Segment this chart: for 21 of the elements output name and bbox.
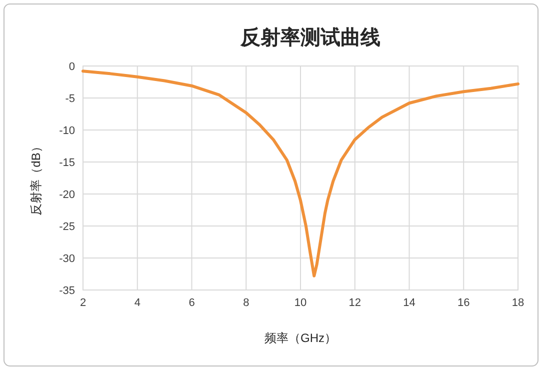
chart-title: 反射率测试曲线 bbox=[240, 26, 380, 49]
y-axis-title: 反射率（dB） bbox=[29, 140, 43, 216]
y-tick-label: -10 bbox=[59, 125, 75, 137]
x-tick-label: 18 bbox=[512, 297, 524, 309]
x-tick-label: 10 bbox=[294, 297, 307, 309]
x-tick-label: 2 bbox=[80, 297, 86, 309]
x-tick-label: 16 bbox=[458, 297, 470, 309]
x-tick-label: 6 bbox=[188, 297, 195, 309]
y-tick-label: -20 bbox=[59, 189, 75, 201]
y-tick-label: 0 bbox=[68, 61, 75, 73]
y-tick-label: -35 bbox=[59, 285, 75, 297]
y-tick-label: -5 bbox=[65, 93, 75, 105]
x-tick-label: 14 bbox=[403, 297, 416, 309]
y-tick-label: -25 bbox=[59, 221, 75, 233]
y-tick-label: -30 bbox=[59, 253, 75, 265]
x-tick-label: 4 bbox=[134, 297, 140, 309]
line-series bbox=[82, 70, 520, 278]
y-tick-label: -15 bbox=[59, 157, 75, 169]
x-tick-label: 12 bbox=[348, 297, 361, 309]
x-axis-title: 频率（GHz） bbox=[264, 331, 336, 345]
x-tick-label: 8 bbox=[243, 297, 250, 309]
